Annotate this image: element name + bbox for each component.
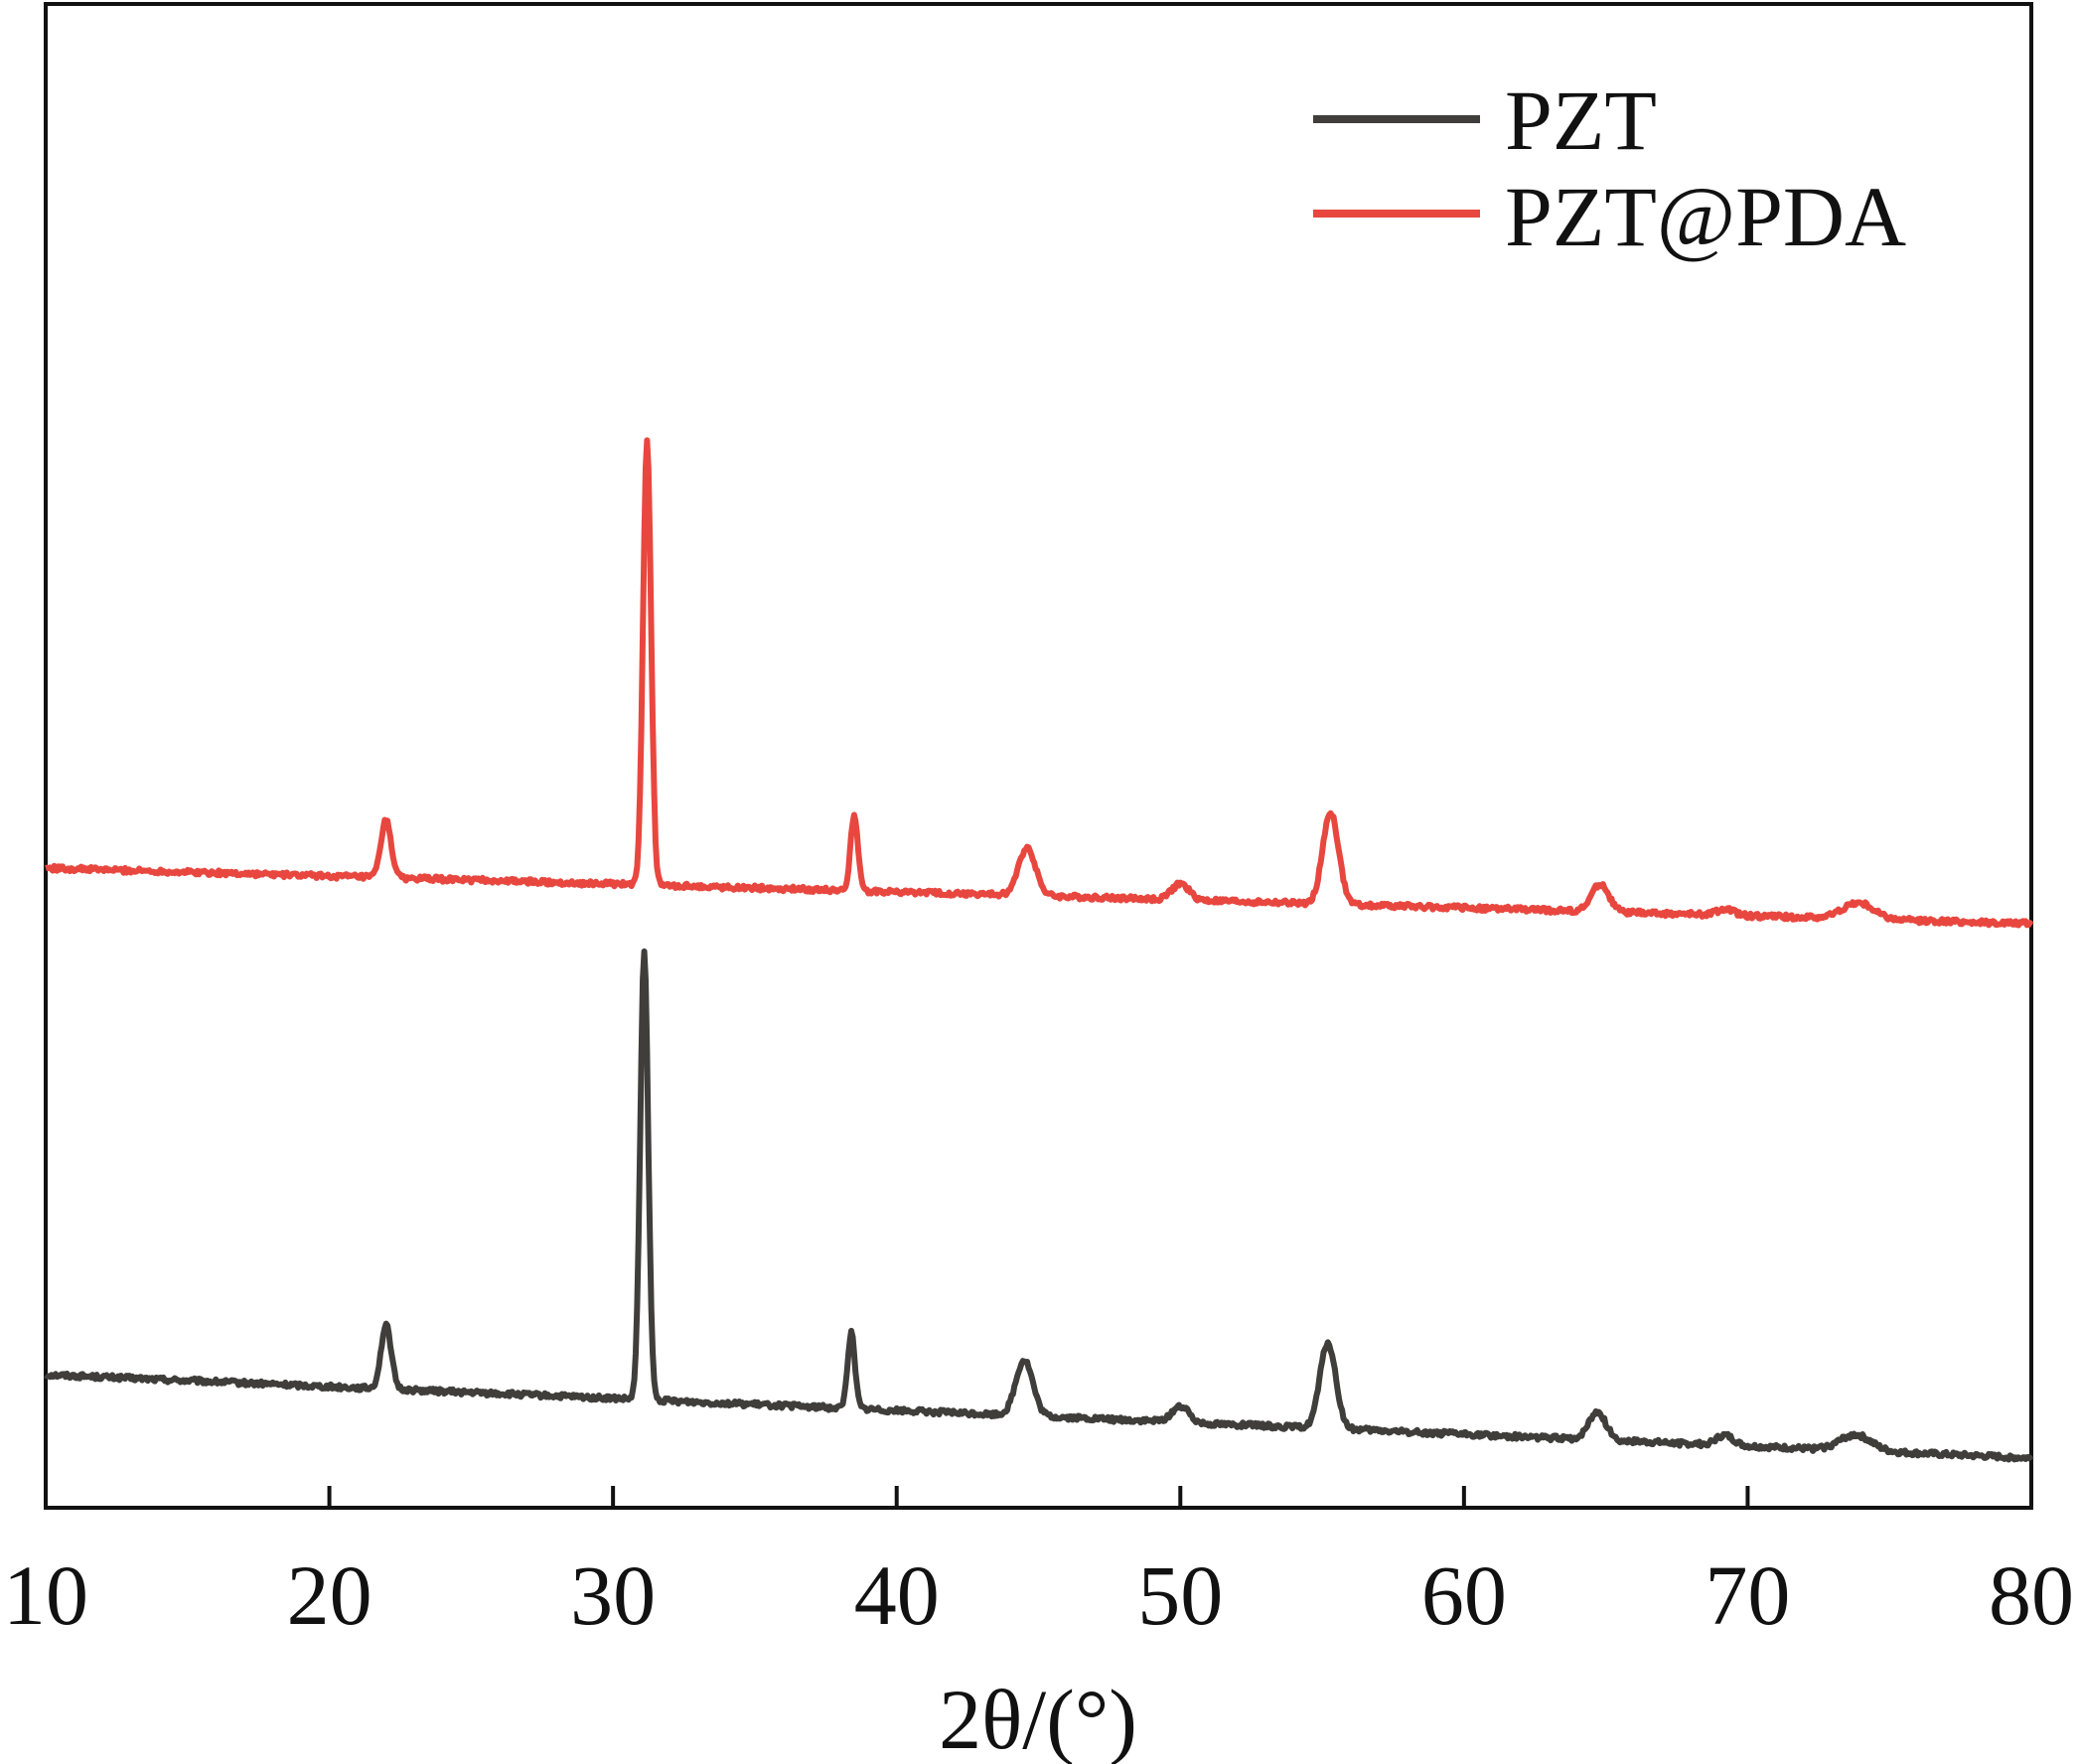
x-tick-label: 70 [1705,1547,1790,1643]
plot-frame [44,2,2033,1510]
x-axis-title: 2θ/(°) [939,1672,1137,1764]
legend-label-pzt: PZT [1505,73,1657,168]
x-tick-label: 10 [3,1547,88,1643]
x-tick-label: 60 [1421,1547,1507,1643]
x-tick-label: 80 [1989,1547,2074,1643]
x-tick-label: 40 [854,1547,940,1643]
series-line-pzt-pda [44,437,2034,929]
legend-label-pzt-pda: PZT@PDA [1505,169,1906,264]
x-tick-label: 20 [287,1547,372,1643]
x-tick-label: 30 [570,1547,656,1643]
series-layer [44,437,2034,1463]
x-tick-label: 50 [1137,1547,1223,1643]
x-tick-labels: 10 20 30 40 50 60 70 80 [3,1547,2074,1643]
series-line-pzt [44,948,2034,1463]
legend: PZT PZT@PDA [1313,73,1906,264]
x-ticks [327,1486,1750,1508]
